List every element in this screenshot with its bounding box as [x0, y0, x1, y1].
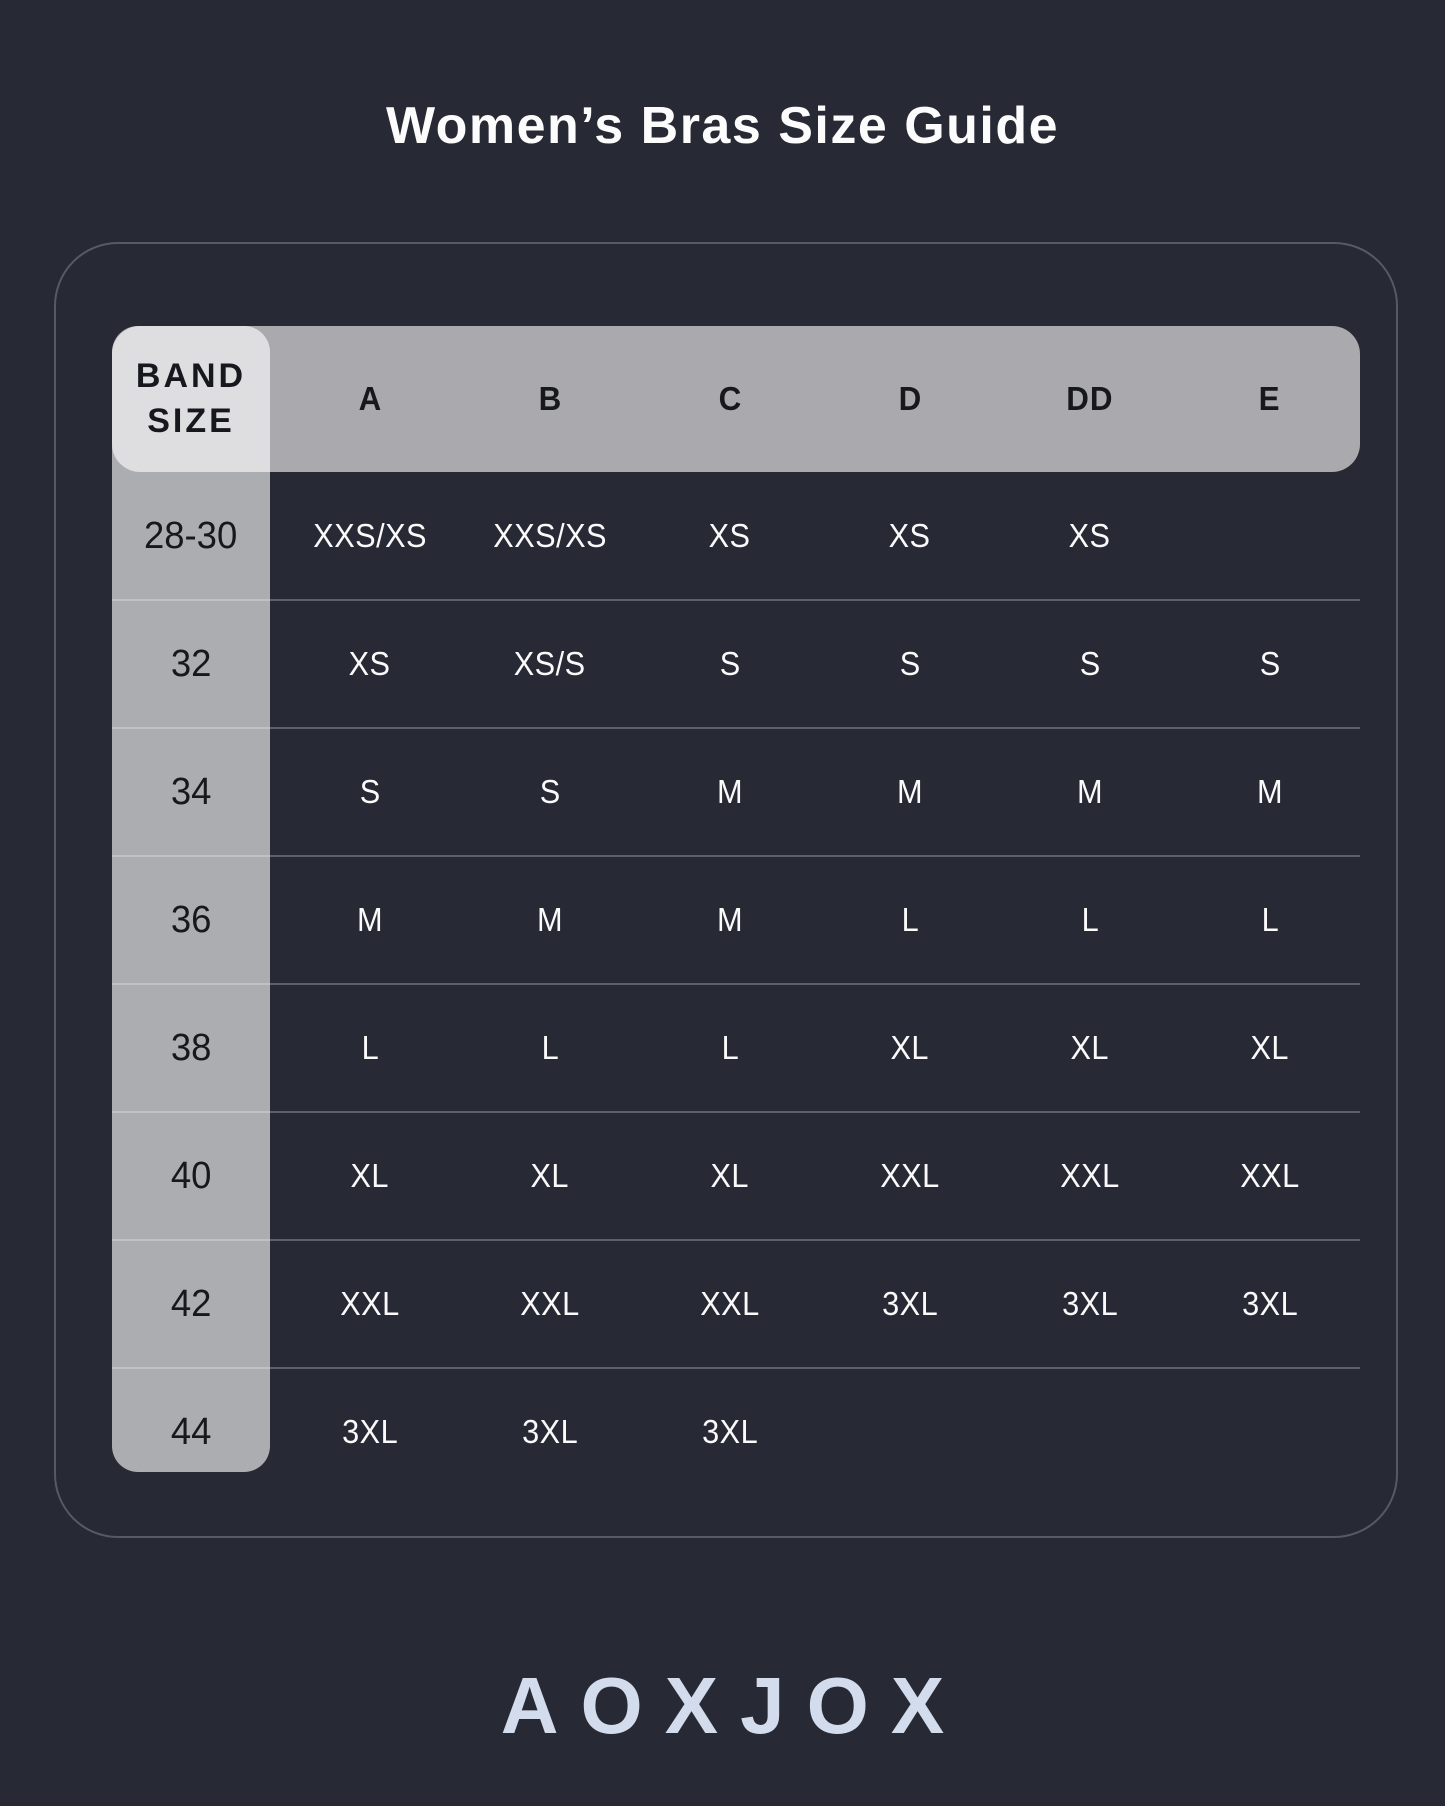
cup-header-e: E — [1259, 380, 1281, 417]
size-cell: XS — [889, 517, 931, 554]
size-cell: 3XL — [881, 1285, 939, 1322]
row-divider — [112, 1239, 1360, 1241]
size-cell: XL — [890, 1029, 930, 1066]
size-cell: XS — [349, 645, 391, 682]
table-row: 28-30 XXS/XS XXS/XS XS XS XS — [112, 472, 1360, 600]
size-cell: XXL — [880, 1157, 940, 1194]
band-size-cell: 28-30 — [144, 514, 238, 557]
size-cell: XXL — [1060, 1157, 1120, 1194]
size-cell: S — [899, 645, 921, 682]
size-cell: L — [1081, 901, 1099, 938]
row-divider — [112, 855, 1360, 857]
size-cell: XL — [1070, 1029, 1110, 1066]
band-size-cell: 40 — [170, 1154, 212, 1197]
size-cell: M — [896, 773, 924, 810]
size-cell: L — [1261, 901, 1279, 938]
size-cell: L — [361, 1029, 379, 1066]
band-size-cell: 34 — [170, 770, 212, 813]
size-cell: M — [716, 901, 744, 938]
table-row: 34 S S M M M M — [112, 728, 1360, 856]
band-size-header-line2: SIZE — [147, 402, 235, 440]
page-title: Women’s Bras Size Guide — [385, 97, 1060, 155]
band-size-cell: 38 — [170, 1026, 212, 1069]
table-row: 36 M M M L L L — [112, 856, 1360, 984]
size-cell: XXL — [520, 1285, 580, 1322]
band-size-cell: 36 — [170, 898, 212, 941]
size-cell: XXL — [1240, 1157, 1300, 1194]
size-cell: 3XL — [701, 1413, 759, 1450]
size-cell: 3XL — [341, 1413, 399, 1450]
table-header-row: BAND SIZE A B C D DD E — [112, 326, 1360, 472]
size-cell: S — [539, 773, 561, 810]
band-size-column-background — [112, 326, 270, 1472]
size-cell: 3XL — [521, 1413, 579, 1450]
band-size-header: BAND SIZE — [136, 354, 246, 444]
band-size-cell: 42 — [170, 1282, 212, 1325]
cup-header-dd: DD — [1066, 380, 1114, 417]
size-cell: L — [721, 1029, 739, 1066]
size-cell: 3XL — [1061, 1285, 1119, 1322]
size-cell: S — [1079, 645, 1101, 682]
size-cell: M — [1256, 773, 1284, 810]
size-chart-card: BAND SIZE A B C D DD E 28-30 XXS/XS XXS/… — [54, 242, 1398, 1538]
size-cell: XXL — [340, 1285, 400, 1322]
band-size-cell: 32 — [170, 642, 212, 685]
size-cell: XXS/XS — [493, 517, 607, 554]
row-divider — [112, 727, 1360, 729]
size-cell: S — [719, 645, 741, 682]
size-cell: XS — [1069, 517, 1111, 554]
size-cell: 3XL — [1241, 1285, 1299, 1322]
table-header-background — [112, 326, 1360, 472]
row-divider — [112, 1111, 1360, 1113]
size-cell: S — [359, 773, 381, 810]
size-cell: M — [1076, 773, 1104, 810]
size-cell: XL — [530, 1157, 570, 1194]
size-cell: M — [716, 773, 744, 810]
cup-header-d: D — [898, 380, 922, 417]
size-cell: XXL — [700, 1285, 760, 1322]
cup-header-a: A — [358, 380, 382, 417]
table-row: 44 3XL 3XL 3XL — [112, 1368, 1360, 1496]
size-cell: XL — [1250, 1029, 1290, 1066]
size-cell: M — [356, 901, 384, 938]
row-divider — [112, 983, 1360, 985]
size-cell: XXS/XS — [313, 517, 427, 554]
size-cell: XS — [709, 517, 751, 554]
row-divider — [112, 599, 1360, 601]
band-size-header-line1: BAND — [135, 357, 247, 396]
size-cell: L — [901, 901, 919, 938]
row-divider — [112, 1367, 1360, 1369]
brand-logo: AOXJOX — [500, 1661, 967, 1750]
size-cell: XL — [710, 1157, 750, 1194]
size-cell: S — [1259, 645, 1281, 682]
table-row: 42 XXL XXL XXL 3XL 3XL 3XL — [112, 1240, 1360, 1368]
table-row: 38 L L L XL XL XL — [112, 984, 1360, 1112]
size-cell: L — [541, 1029, 559, 1066]
size-cell: XL — [350, 1157, 390, 1194]
size-cell: XS/S — [514, 645, 586, 682]
table-row: 40 XL XL XL XXL XXL XXL — [112, 1112, 1360, 1240]
band-size-cell: 44 — [170, 1410, 212, 1453]
cup-header-b: B — [538, 380, 562, 417]
cup-header-c: C — [718, 380, 742, 417]
size-cell: M — [536, 901, 564, 938]
table-row: 32 XS XS/S S S S S — [112, 600, 1360, 728]
